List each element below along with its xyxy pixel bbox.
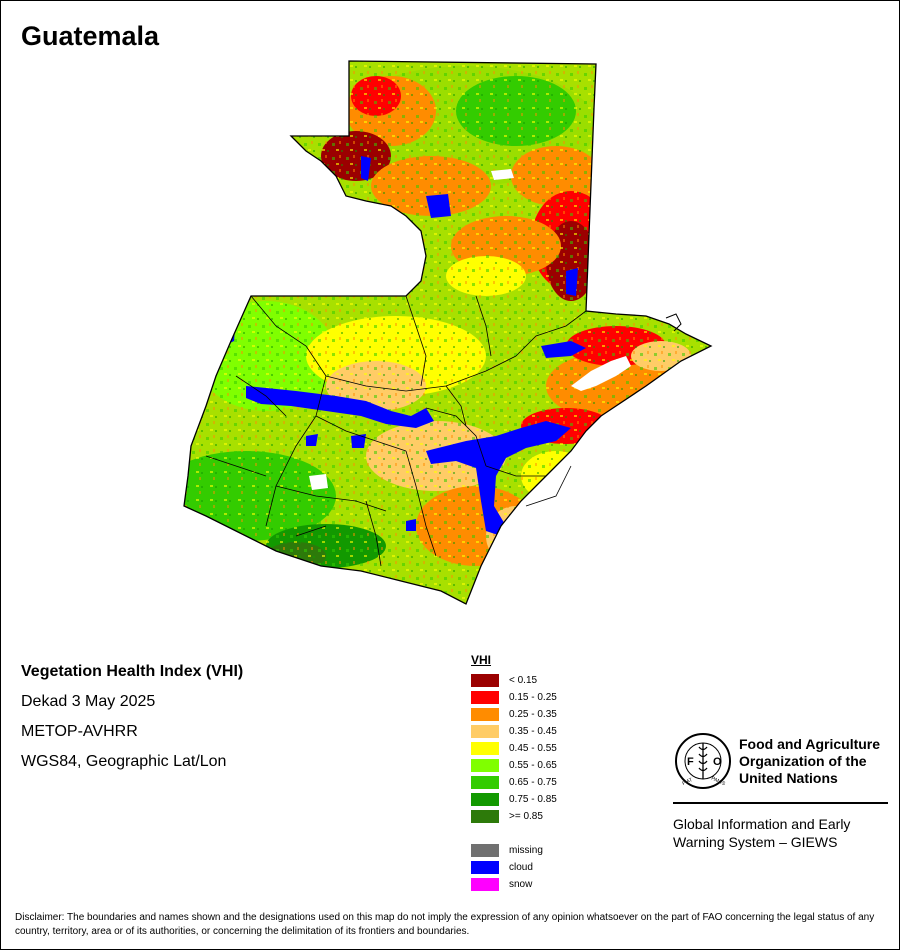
class-legend-swatch (471, 708, 499, 721)
index-name: Vegetation Health Index (VHI) (21, 663, 244, 680)
class-legend-item: 0.75 - 0.85 (471, 791, 557, 808)
no-data-patches (309, 169, 631, 490)
svg-text:FIAT: FIAT (681, 777, 693, 787)
organization-name: Food and Agriculture Organization of the… (739, 736, 881, 786)
svg-text:PANIS: PANIS (710, 776, 726, 788)
special-legend-label: snow (509, 879, 533, 890)
legend-special: missing cloud snow (471, 842, 557, 893)
class-legend-item: 0.45 - 0.55 (471, 740, 557, 757)
class-legend-label: 0.65 - 0.75 (509, 777, 557, 788)
class-legend-label: >= 0.85 (509, 811, 543, 822)
class-legend-item: 0.15 - 0.25 (471, 689, 557, 706)
cloud-patches (224, 156, 586, 536)
legend-title: VHI (471, 653, 492, 667)
class-legend-swatch (471, 793, 499, 806)
class-legend-item: 0.65 - 0.75 (471, 774, 557, 791)
special-legend-label: cloud (509, 862, 533, 873)
class-legend-label: 0.35 - 0.45 (509, 726, 557, 737)
special-legend-swatch (471, 878, 499, 891)
coastline-bay (665, 313, 682, 332)
class-legend-swatch (471, 742, 499, 755)
class-legend-item: >= 0.85 (471, 808, 557, 825)
period-label: Dekad 3 May 2025 (21, 693, 156, 710)
class-legend-swatch (471, 674, 499, 687)
map-info: Vegetation Health Index (VHI) Dekad 3 Ma… (21, 657, 243, 777)
class-legend-label: < 0.15 (509, 675, 538, 686)
giews-label: Global Information and Early Warning Sys… (673, 816, 851, 850)
vhi-raster (184, 61, 711, 604)
legend-classes: < 0.15 0.15 - 0.25 0.25 - 0.35 0.35 - 0.45 0… (471, 672, 557, 825)
special-legend-label: missing (509, 845, 543, 856)
class-legend-item: 0.25 - 0.35 (471, 706, 557, 723)
class-legend-swatch (471, 776, 499, 789)
projection-label: WGS84, Geographic Lat/Lon (21, 753, 227, 770)
class-legend-label: 0.55 - 0.65 (509, 760, 557, 771)
class-legend-swatch (471, 759, 499, 772)
class-legend-swatch (471, 810, 499, 823)
country-map (183, 60, 713, 605)
country-outline (183, 60, 713, 605)
class-legend-swatch (471, 725, 499, 738)
class-legend-item: 0.35 - 0.45 (471, 723, 557, 740)
special-legend-item: cloud (471, 859, 557, 876)
department-boundaries (205, 295, 587, 567)
class-legend-item: 0.55 - 0.65 (471, 757, 557, 774)
class-legend-item: < 0.15 (471, 672, 557, 689)
special-legend-swatch (471, 844, 499, 857)
class-legend-label: 0.45 - 0.55 (509, 743, 557, 754)
disclaimer: Disclaimer: The boundaries and names sho… (15, 912, 875, 937)
class-legend-label: 0.75 - 0.85 (509, 794, 557, 805)
sensor-label: METOP-AVHRR (21, 723, 138, 740)
special-legend-item: missing (471, 842, 557, 859)
class-legend-label: 0.25 - 0.35 (509, 709, 557, 720)
class-legend-swatch (471, 691, 499, 704)
fao-logo-icon: F O FIAT PANIS (675, 733, 731, 789)
fao-logo-letter-f: F (687, 756, 694, 768)
class-legend-label: 0.15 - 0.25 (509, 692, 557, 703)
map-title: Guatemala (21, 21, 160, 51)
special-legend-item: snow (471, 876, 557, 893)
special-legend-swatch (471, 861, 499, 874)
vhi-legend: VHI < 0.15 0.15 - 0.25 0.25 - 0.35 0.35 - 0… (471, 653, 557, 893)
fao-logo-letter-o: O (713, 756, 722, 768)
org-divider (673, 802, 888, 804)
